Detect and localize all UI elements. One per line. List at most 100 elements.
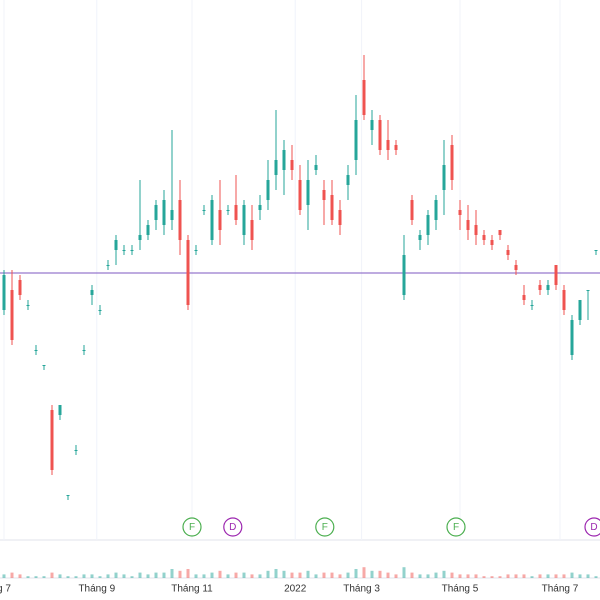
volume-bar bbox=[202, 574, 206, 578]
volume-bar bbox=[274, 569, 278, 578]
volume-bar bbox=[98, 576, 102, 578]
volume-bar bbox=[50, 572, 54, 578]
volume-bar bbox=[442, 570, 446, 578]
volume-bar bbox=[418, 574, 422, 578]
volume-bar bbox=[554, 574, 558, 578]
volume-bar bbox=[298, 572, 302, 578]
candle-body bbox=[226, 210, 230, 211]
volume-bar bbox=[186, 569, 190, 578]
volume-bar bbox=[562, 574, 566, 578]
event-label: D bbox=[590, 522, 597, 533]
volume-bar bbox=[522, 574, 526, 578]
volume-bar bbox=[338, 574, 342, 578]
candle-body bbox=[402, 255, 406, 295]
candle-body bbox=[338, 210, 342, 225]
volume-bar bbox=[346, 572, 350, 578]
volume-bar bbox=[378, 570, 382, 578]
volume-bar bbox=[226, 574, 230, 578]
event-label: F bbox=[453, 522, 459, 533]
candle-body bbox=[186, 240, 190, 305]
x-tick-label: g 7 bbox=[0, 584, 11, 595]
candle-body bbox=[66, 495, 70, 496]
candle-body bbox=[26, 305, 30, 306]
x-tick-label: 2022 bbox=[284, 584, 307, 595]
candle-body bbox=[554, 265, 558, 285]
event-marker: F bbox=[446, 517, 466, 537]
candle-body bbox=[266, 180, 270, 200]
candle-body bbox=[106, 265, 110, 266]
volume-bar bbox=[410, 572, 414, 578]
candle-body bbox=[130, 250, 134, 251]
event-marker: D bbox=[223, 517, 243, 537]
candle-body bbox=[90, 290, 94, 295]
volume-bar bbox=[322, 572, 326, 578]
volume-bar bbox=[234, 572, 238, 578]
candle-body bbox=[330, 195, 334, 220]
volume-bar bbox=[266, 570, 270, 578]
volume-bar bbox=[290, 572, 294, 578]
event-circle bbox=[446, 517, 466, 537]
volume-bar bbox=[138, 572, 142, 578]
x-tick-label: Tháng 7 bbox=[542, 584, 579, 595]
candle-body bbox=[178, 200, 182, 240]
volume-bar bbox=[146, 574, 150, 578]
volume-bar bbox=[546, 574, 550, 578]
event-circle bbox=[182, 517, 202, 537]
candle-body bbox=[18, 280, 22, 295]
volume-bar bbox=[258, 574, 262, 578]
event-marker: F bbox=[182, 517, 202, 537]
x-tick-label: Tháng 9 bbox=[78, 584, 115, 595]
candle-body bbox=[506, 250, 510, 255]
candle-body bbox=[2, 275, 6, 310]
volume-bar bbox=[578, 574, 582, 578]
candle-body bbox=[378, 120, 382, 150]
candle-body bbox=[410, 200, 414, 220]
candle-body bbox=[234, 205, 238, 220]
volume-bar bbox=[362, 567, 366, 578]
candle-body bbox=[282, 150, 286, 170]
candle-body bbox=[194, 250, 198, 251]
candle-body bbox=[354, 120, 358, 160]
volume-bar bbox=[506, 574, 510, 578]
volume-bar bbox=[210, 572, 214, 578]
candle-body bbox=[362, 80, 366, 115]
candle-body bbox=[98, 310, 102, 311]
candle-body bbox=[74, 450, 78, 451]
candle-body bbox=[146, 225, 150, 235]
event-label: F bbox=[189, 522, 195, 533]
event-circle bbox=[584, 517, 600, 537]
volume-bar bbox=[434, 572, 438, 578]
candle-body bbox=[594, 250, 598, 251]
candle-body bbox=[50, 410, 54, 470]
volume-bar bbox=[162, 572, 166, 578]
volume-bar bbox=[82, 574, 86, 578]
candle-body bbox=[42, 365, 46, 366]
candle-body bbox=[522, 295, 526, 300]
candle-body bbox=[258, 205, 262, 210]
candle-body bbox=[442, 165, 446, 190]
candle-body bbox=[458, 210, 462, 215]
volume-bar bbox=[330, 572, 334, 578]
candle-body bbox=[122, 250, 126, 251]
candle-body bbox=[170, 210, 174, 220]
candle-body bbox=[138, 235, 142, 240]
candle-body bbox=[114, 240, 118, 250]
volume-bar bbox=[170, 569, 174, 578]
volume-bar bbox=[66, 576, 70, 578]
candle-body bbox=[10, 290, 14, 340]
volume-bar bbox=[490, 576, 494, 578]
volume-bar bbox=[218, 570, 222, 578]
volume-bar bbox=[458, 574, 462, 578]
event-label: D bbox=[229, 522, 236, 533]
volume-bar bbox=[426, 574, 430, 578]
volume-bar bbox=[402, 567, 406, 578]
x-tick-label: Tháng 5 bbox=[442, 584, 479, 595]
candle-body bbox=[202, 210, 206, 211]
volume-bar bbox=[250, 574, 254, 578]
candle-body bbox=[514, 265, 518, 270]
candle-body bbox=[82, 350, 86, 351]
candle-body bbox=[546, 285, 550, 290]
volume-bar bbox=[482, 576, 486, 578]
event-marker: D bbox=[584, 517, 600, 537]
